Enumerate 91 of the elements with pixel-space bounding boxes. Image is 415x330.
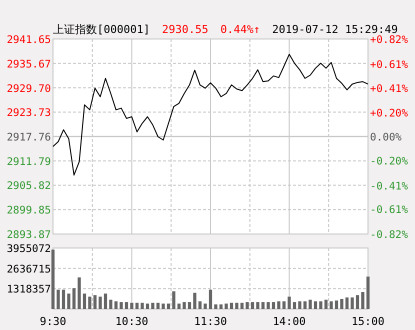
- bar: [256, 302, 260, 309]
- bar: [246, 302, 249, 309]
- bar: [182, 302, 186, 309]
- y-tick-label: 2905.82: [6, 180, 51, 192]
- bar: [356, 295, 360, 309]
- bar: [214, 304, 218, 309]
- bar: [208, 290, 212, 309]
- bar: [56, 290, 60, 309]
- bar: [67, 294, 70, 309]
- x-tick-label: 14:00: [272, 315, 306, 328]
- bar: [324, 300, 328, 309]
- bar: [177, 304, 181, 309]
- bar: [162, 304, 165, 309]
- bar: [282, 301, 286, 309]
- bar: [224, 304, 228, 309]
- bar: [230, 302, 234, 309]
- bar: [78, 277, 81, 309]
- bar: [82, 294, 86, 309]
- bar: [250, 302, 254, 309]
- bar: [235, 302, 238, 309]
- bar: [334, 300, 338, 309]
- bar: [166, 304, 170, 309]
- y2-tick-label: -0.41%: [370, 180, 409, 192]
- bar: [350, 297, 354, 309]
- text: 2930.55: [162, 23, 208, 36]
- bar: [124, 302, 128, 309]
- bar: [330, 301, 333, 309]
- y2-tick-label: -0.61%: [370, 204, 409, 216]
- y-tick-label: 2929.70: [6, 82, 51, 95]
- bar: [308, 300, 312, 309]
- bar: [151, 302, 154, 309]
- bar: [120, 302, 123, 309]
- bar: [319, 301, 322, 309]
- y2-tick-label: +0.82%: [370, 34, 409, 46]
- y-tick-label: 2893.87: [6, 229, 51, 241]
- x-tick-label: 15:00: [351, 315, 385, 328]
- bar: [156, 302, 160, 309]
- bar: [188, 302, 192, 309]
- bar: [104, 294, 108, 309]
- chart-title: 上证指数[000001]: [53, 23, 150, 36]
- line-series: [52, 54, 368, 176]
- x-tick-label: 11:30: [194, 315, 228, 328]
- bar: [277, 301, 280, 309]
- bar: [98, 296, 102, 309]
- bar: [72, 288, 76, 309]
- bar: [272, 302, 276, 309]
- y-tick-label: 2899.85: [6, 204, 51, 217]
- y2-tick-label: +0.61%: [370, 58, 409, 71]
- bar: [146, 304, 150, 309]
- bar: [172, 291, 176, 309]
- bar: [261, 302, 265, 309]
- bar: [314, 301, 318, 309]
- bar: [361, 292, 364, 309]
- bar: [198, 301, 202, 309]
- bar: [93, 295, 97, 309]
- bar: [298, 301, 302, 309]
- x-tick-label: 9:30: [40, 315, 66, 328]
- bar: [114, 301, 118, 309]
- bar: [135, 302, 139, 309]
- text: 2019-07-12 15:29:49: [272, 23, 398, 36]
- y-tick-label: 2941.65: [6, 34, 51, 46]
- bar: [303, 301, 307, 309]
- y-tick-label: 2911.79: [6, 156, 51, 168]
- bar: [193, 292, 196, 309]
- bar: [345, 297, 349, 309]
- y-tick-label: 2636715: [6, 263, 51, 276]
- y2-tick-label: -0.20%: [370, 155, 409, 168]
- bar: [204, 304, 207, 309]
- bar: [130, 302, 134, 309]
- y-tick-label: 1318357: [6, 284, 51, 296]
- bar: [288, 296, 291, 309]
- bar: [140, 302, 144, 309]
- y2-tick-label: 0.00%: [370, 132, 402, 144]
- y2-tick-label: +0.20%: [370, 108, 409, 120]
- bar: [109, 300, 112, 309]
- y-tick-label: 2923.73: [6, 107, 51, 120]
- y-tick-label: 2935.67: [6, 58, 51, 70]
- x-tick-label: 10:30: [115, 315, 148, 328]
- bar: [366, 276, 370, 309]
- bar: [240, 302, 244, 309]
- bar: [219, 304, 223, 309]
- y-tick-label: 3955072: [6, 243, 51, 255]
- bar: [340, 298, 344, 309]
- bar: [62, 290, 66, 309]
- y-tick-label: 2917.76: [6, 132, 51, 144]
- y2-tick-label: -0.82%: [370, 229, 409, 241]
- bar: [88, 296, 92, 309]
- bar: [266, 302, 270, 309]
- text: 0.44%↑: [220, 23, 260, 36]
- bar: [292, 302, 296, 309]
- y2-tick-label: +0.41%: [370, 82, 409, 95]
